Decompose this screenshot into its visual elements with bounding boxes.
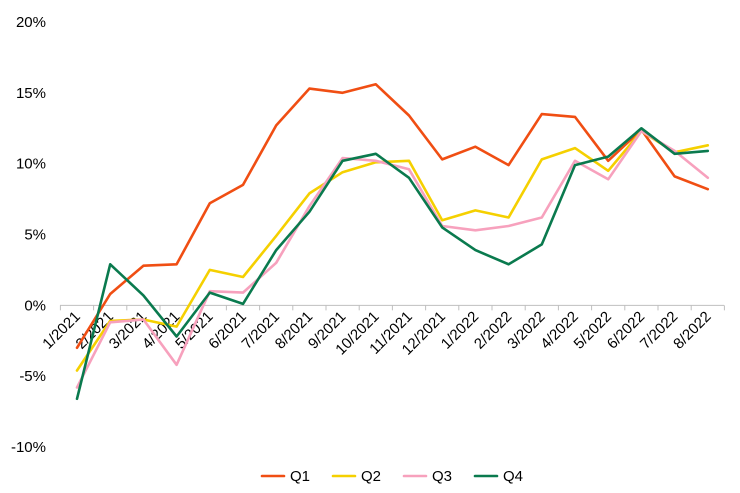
series-line-q4 bbox=[75, 127, 710, 401]
y-tick-label: -10% bbox=[11, 439, 46, 456]
y-tick-label: 15% bbox=[16, 85, 46, 102]
legend: Q1 Q2 Q3 Q4 bbox=[260, 468, 523, 485]
y-tick-label: 0% bbox=[24, 297, 46, 314]
series-line-q1 bbox=[75, 83, 710, 350]
series-lines bbox=[75, 83, 710, 401]
y-tick-label: 10% bbox=[16, 156, 46, 173]
y-tick-label: 5% bbox=[24, 227, 46, 244]
series-line-q2 bbox=[75, 129, 710, 372]
y-tick-label: -5% bbox=[19, 368, 46, 385]
x-tick-label: 8/2022 bbox=[670, 308, 714, 352]
y-axis: 20% 15% 10% 5% 0% -5% -10% bbox=[11, 14, 46, 456]
y-tick-label: 20% bbox=[16, 14, 46, 31]
legend-label-q2: Q2 bbox=[361, 468, 381, 485]
legend-label-q1: Q1 bbox=[290, 468, 310, 485]
x-axis: 1/20212/20213/20214/20215/20216/20217/20… bbox=[39, 304, 725, 359]
legend-label-q4: Q4 bbox=[503, 468, 523, 485]
legend-label-q3: Q3 bbox=[432, 468, 452, 485]
